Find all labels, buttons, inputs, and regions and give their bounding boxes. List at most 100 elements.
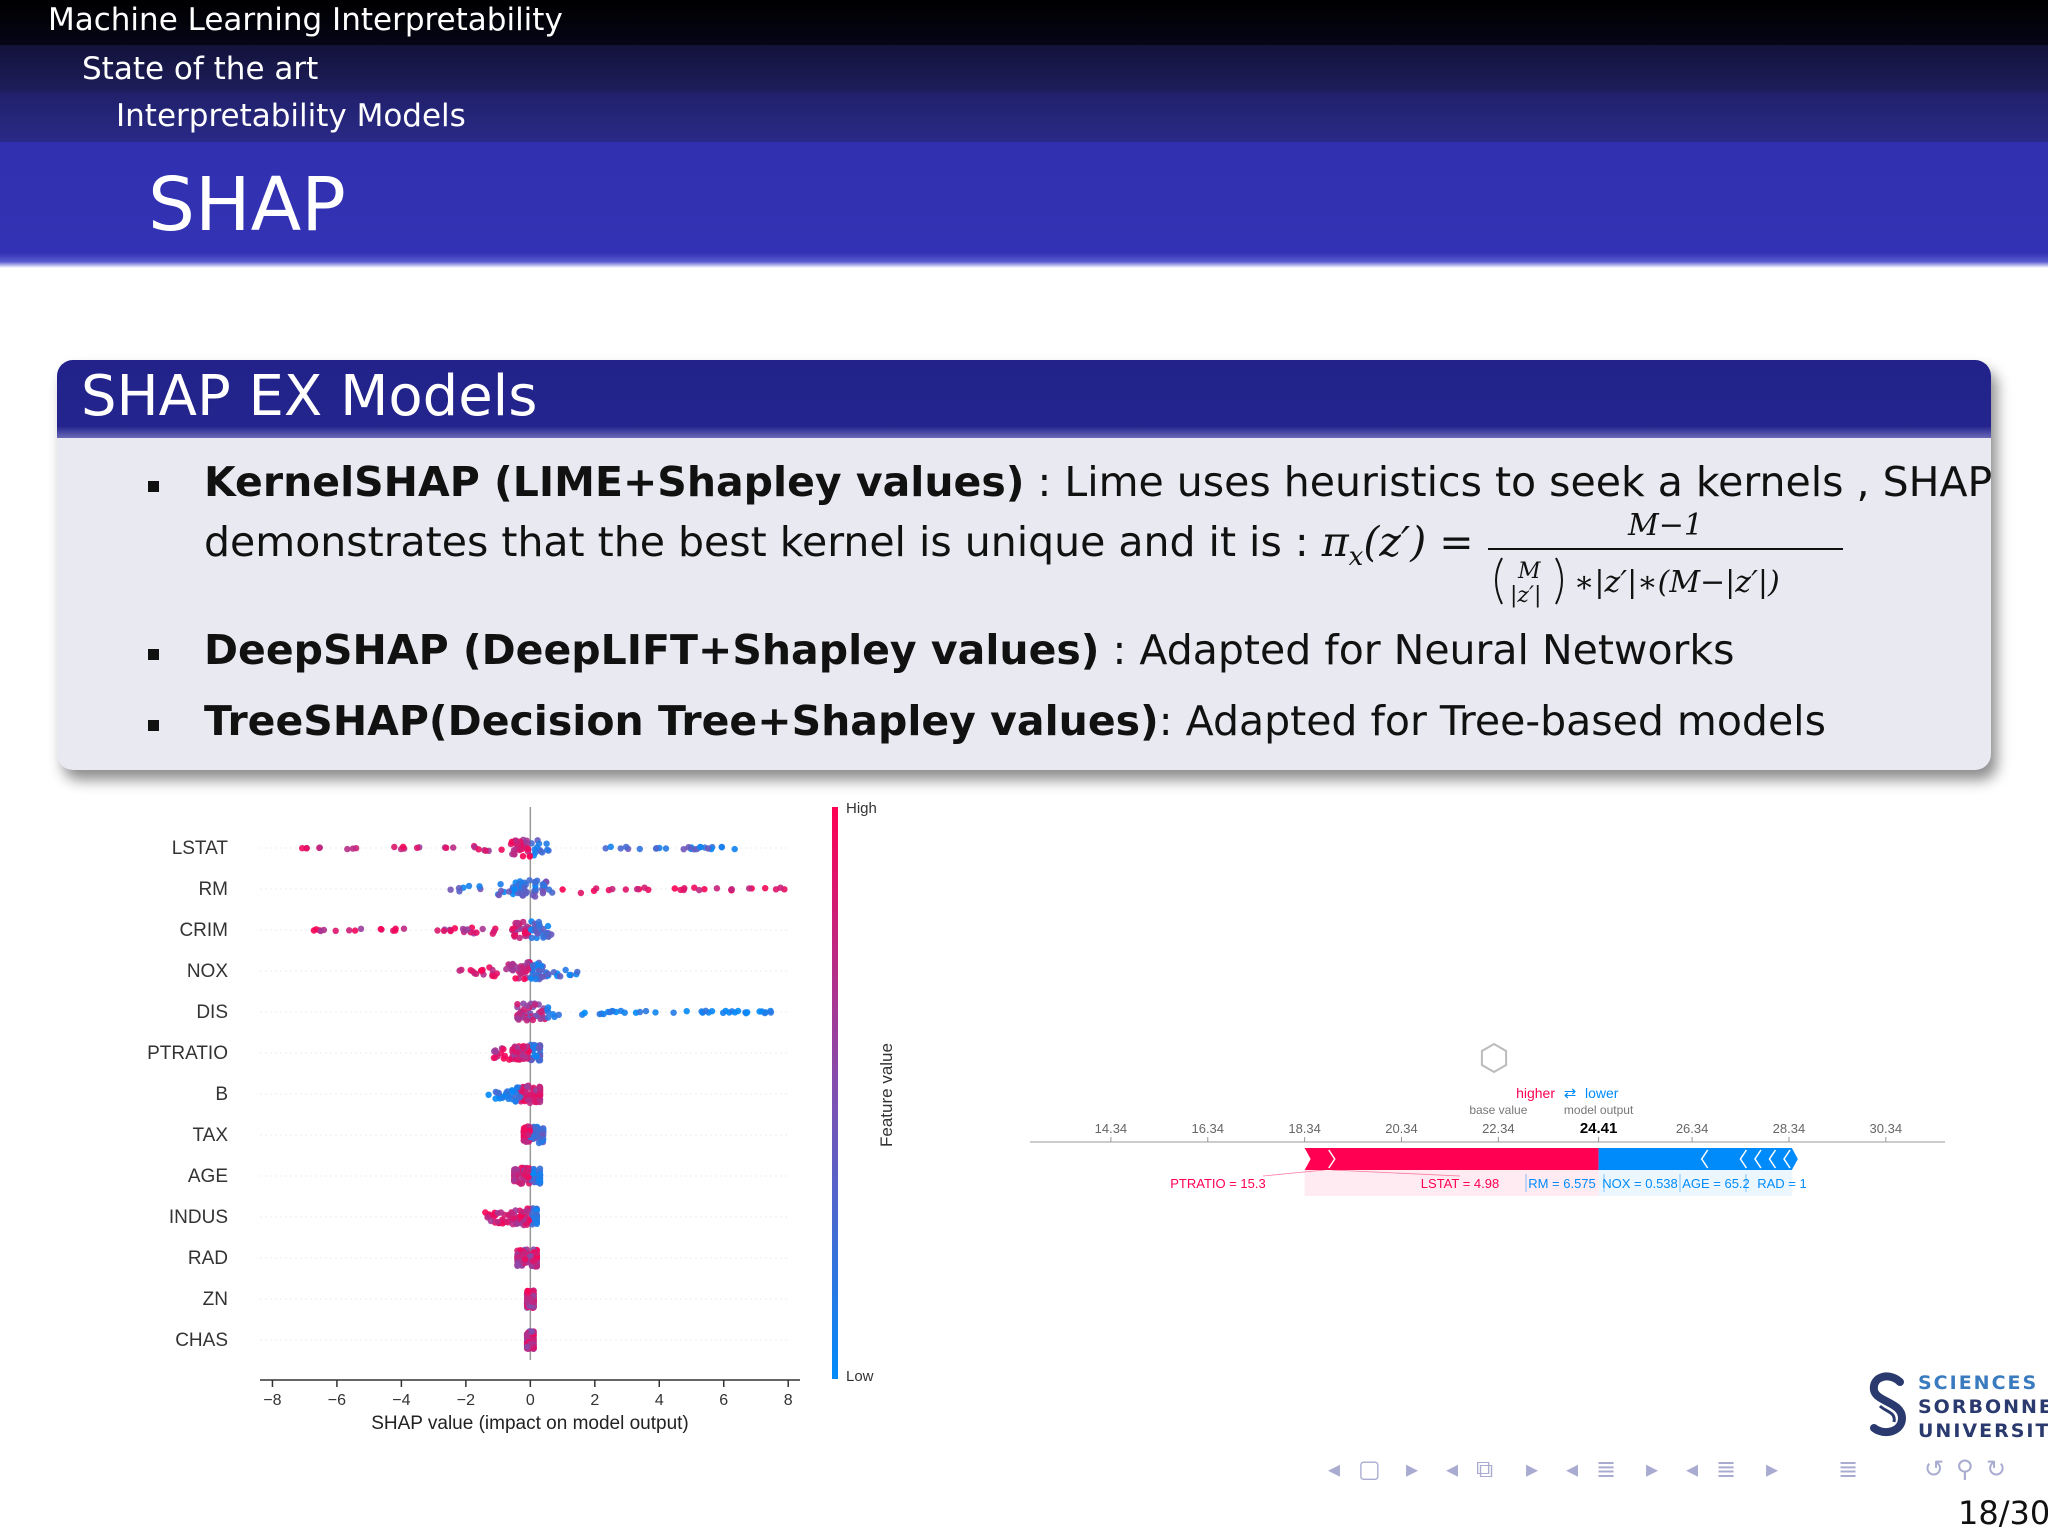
nav-prev-section-icon[interactable]: ◂ xyxy=(1686,1455,1699,1483)
nav-next-section-icon[interactable]: ▸ xyxy=(1766,1455,1779,1483)
x-axis-label: SHAP value (impact on model output) xyxy=(371,1413,689,1434)
shap-point xyxy=(299,845,306,852)
shap-point xyxy=(484,1214,491,1221)
shap-point xyxy=(521,975,528,983)
model-output-label: model output xyxy=(1564,1103,1634,1117)
force-chevron xyxy=(1768,1149,1777,1169)
feature-label-ptratio: PTRATIO xyxy=(147,1043,228,1064)
shap-point xyxy=(516,934,523,941)
formula-fraction-line xyxy=(1488,548,1843,550)
shap-point xyxy=(697,844,704,851)
nav-toc-icon[interactable]: ≣ xyxy=(1838,1455,1859,1483)
shap-point xyxy=(478,967,485,974)
nav-back-icon[interactable]: ↺ xyxy=(1924,1455,1945,1483)
nav-frame-icon[interactable]: ⧉ xyxy=(1476,1455,1494,1483)
shap-point xyxy=(531,1098,538,1106)
shap-point xyxy=(516,846,523,854)
shap-point xyxy=(691,884,698,891)
shap-point xyxy=(495,891,503,899)
shap-point xyxy=(506,1056,513,1063)
nav-search-icon[interactable]: ⚲ xyxy=(1956,1455,1974,1483)
shap-point xyxy=(447,886,454,893)
bullet-marker xyxy=(148,649,159,660)
subsection-header: State of the art xyxy=(0,45,2048,92)
force-positive-label: PTRATIO = 15.3 xyxy=(1170,1176,1266,1191)
shap-point xyxy=(505,1095,512,1102)
shap-point xyxy=(514,1253,521,1261)
formula-pi: π xyxy=(1321,518,1349,566)
x-tick-label: −6 xyxy=(328,1392,346,1409)
shap-point xyxy=(531,893,539,900)
shap-point xyxy=(531,846,538,853)
force-negative-label: RM = 6.575 xyxy=(1528,1176,1596,1191)
nav-prev-subsection-icon[interactable]: ◂ xyxy=(1566,1455,1579,1483)
shap-point xyxy=(536,1044,543,1052)
x-tick-label: 2 xyxy=(590,1392,599,1409)
nav-prev-slide-icon[interactable]: ◂ xyxy=(1328,1455,1341,1483)
nav-next-slide-icon[interactable]: ▸ xyxy=(1406,1455,1419,1483)
shap-point xyxy=(399,843,407,850)
shap-point xyxy=(524,959,531,966)
nav-forward-icon[interactable]: ↻ xyxy=(1986,1455,2007,1483)
base-value-label: base value xyxy=(1469,1103,1527,1117)
shap-point xyxy=(520,1000,527,1007)
force-positive-bar xyxy=(1304,1148,1599,1170)
shap-point xyxy=(596,1010,603,1018)
subsubsection-header: Interpretability Models xyxy=(0,92,2048,142)
shap-point xyxy=(701,886,708,893)
shap-point xyxy=(316,844,323,851)
shap-point xyxy=(544,1006,551,1013)
shap-point xyxy=(538,962,545,970)
shap-point xyxy=(495,1089,502,1097)
shap-point xyxy=(536,1165,544,1172)
formula-denominator: M |z′| ∗|z′|∗(M−|z′|) xyxy=(1488,556,1843,616)
nav-next-frame-icon[interactable]: ▸ xyxy=(1526,1455,1539,1483)
shap-point xyxy=(523,1343,531,1350)
shap-point xyxy=(574,968,581,976)
shap-point xyxy=(518,1180,526,1187)
force-axis-tick: 16.34 xyxy=(1191,1121,1224,1136)
shap-point xyxy=(606,1008,614,1016)
feature-label-tax: TAX xyxy=(192,1125,228,1146)
nav-section-icon[interactable]: ≣ xyxy=(1716,1455,1737,1483)
legend-arrows-icon: ⇄ xyxy=(1564,1085,1577,1102)
nav-prev-frame-icon[interactable]: ◂ xyxy=(1446,1455,1459,1483)
shap-point xyxy=(549,1011,557,1018)
force-chevron xyxy=(1739,1149,1748,1169)
nav-subsection-icon[interactable]: ≣ xyxy=(1596,1455,1617,1483)
shap-point xyxy=(734,1007,742,1015)
shap-point xyxy=(719,1009,727,1016)
shap-point xyxy=(680,846,687,853)
section-header: Machine Learning Interpretability xyxy=(0,0,2048,45)
shap-point xyxy=(535,1139,543,1147)
shap-point xyxy=(349,845,356,852)
shap-point xyxy=(521,1256,529,1263)
shap-point xyxy=(677,886,684,894)
shap-point xyxy=(536,1092,544,1099)
shap-point xyxy=(555,1011,562,1018)
shap-point xyxy=(545,886,553,893)
shap-point xyxy=(533,1263,540,1270)
legend-lower: lower xyxy=(1585,1085,1619,1101)
shap-point xyxy=(489,966,496,974)
block-header: SHAP EX Models xyxy=(57,360,1991,438)
shap-point xyxy=(494,1218,501,1226)
shap-point xyxy=(492,1048,500,1056)
shap-point xyxy=(434,927,441,934)
force-chevron xyxy=(1328,1149,1336,1169)
formula-sub: x xyxy=(1348,542,1364,573)
shap-point xyxy=(514,919,521,927)
shap-point xyxy=(503,965,510,973)
shap-point xyxy=(534,930,541,937)
shap-point xyxy=(512,1098,519,1105)
force-negative-label: RAD = 1 xyxy=(1757,1176,1807,1191)
x-tick-label: 8 xyxy=(784,1392,793,1409)
shap-point xyxy=(514,1001,521,1008)
nav-slide-icon[interactable]: ▢ xyxy=(1358,1455,1381,1483)
nav-next-subsection-icon[interactable]: ▸ xyxy=(1646,1455,1659,1483)
shap-point xyxy=(535,918,543,926)
shap-point xyxy=(702,1007,709,1014)
subsection-label: State of the art xyxy=(82,51,319,87)
svg-text:|z′|: |z′| xyxy=(1510,583,1541,608)
shap-point xyxy=(465,882,473,890)
